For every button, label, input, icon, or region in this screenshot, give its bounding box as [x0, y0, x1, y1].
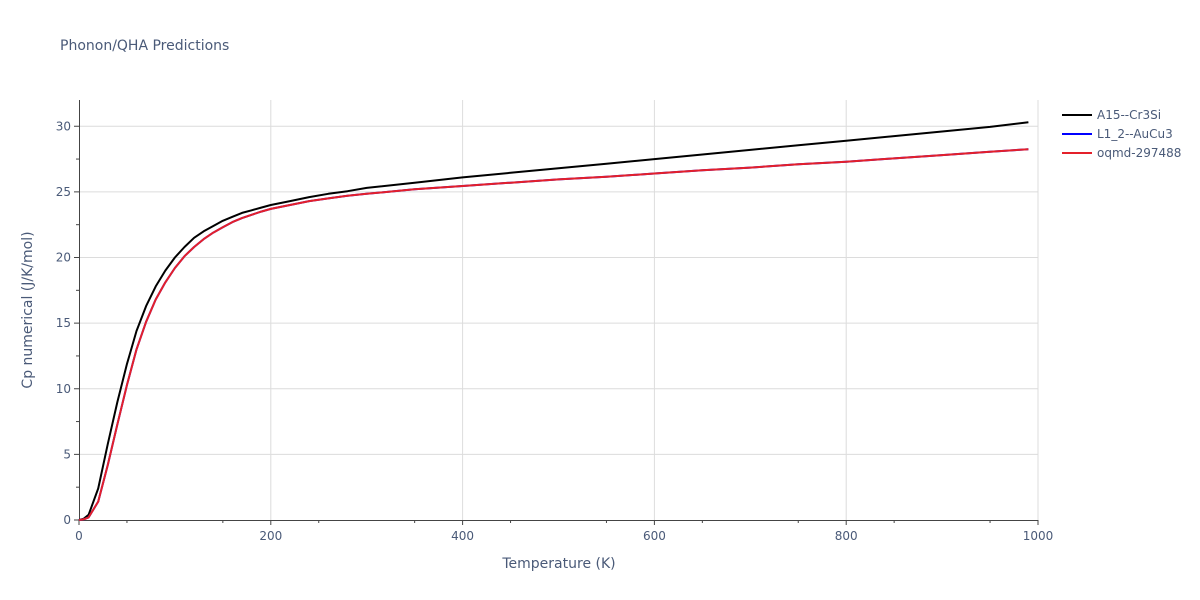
y-axis-title: Cp numerical (J/K/mol)	[20, 231, 36, 388]
x-axis-title: Temperature (K)	[501, 556, 615, 572]
x-tick-label: 400	[451, 529, 474, 543]
chart-title: Phonon/QHA Predictions	[60, 38, 229, 54]
series-line-3	[78, 148, 1029, 521]
legend[interactable]: A15--Cr3Si L1_2--AuCu3 oqmd-297488	[1062, 108, 1181, 160]
legend-item-3[interactable]: oqmd-297488	[1062, 146, 1181, 160]
grid	[79, 100, 1039, 520]
x-tick-label: 600	[643, 529, 666, 543]
y-tick-label: 5	[63, 447, 71, 461]
x-tick-label: 1000	[1023, 529, 1054, 543]
y-tick-label: 15	[56, 316, 71, 330]
legend-item-1[interactable]: A15--Cr3Si	[1062, 108, 1161, 122]
legend-label: oqmd-297488	[1097, 146, 1181, 160]
legend-item-2[interactable]: L1_2--AuCu3	[1062, 127, 1173, 141]
y-tick-label: 20	[56, 251, 71, 265]
series-lines	[78, 121, 1029, 521]
series-line-2	[78, 148, 1029, 521]
y-tick-label: 0	[63, 513, 71, 527]
legend-label: A15--Cr3Si	[1097, 108, 1161, 122]
tick-labels: 0 200 400 600 800 1000 0 5 10 15 20 25 30	[56, 119, 1054, 543]
y-tick-label: 10	[56, 382, 71, 396]
legend-label: L1_2--AuCu3	[1097, 127, 1173, 141]
x-tick-label: 800	[835, 529, 858, 543]
axes	[79, 100, 1038, 521]
y-tick-label: 25	[56, 185, 71, 199]
x-tick-label: 200	[259, 529, 282, 543]
y-tick-label: 30	[56, 119, 71, 133]
x-tick-label: 0	[75, 529, 83, 543]
series-line-1	[78, 121, 1029, 521]
